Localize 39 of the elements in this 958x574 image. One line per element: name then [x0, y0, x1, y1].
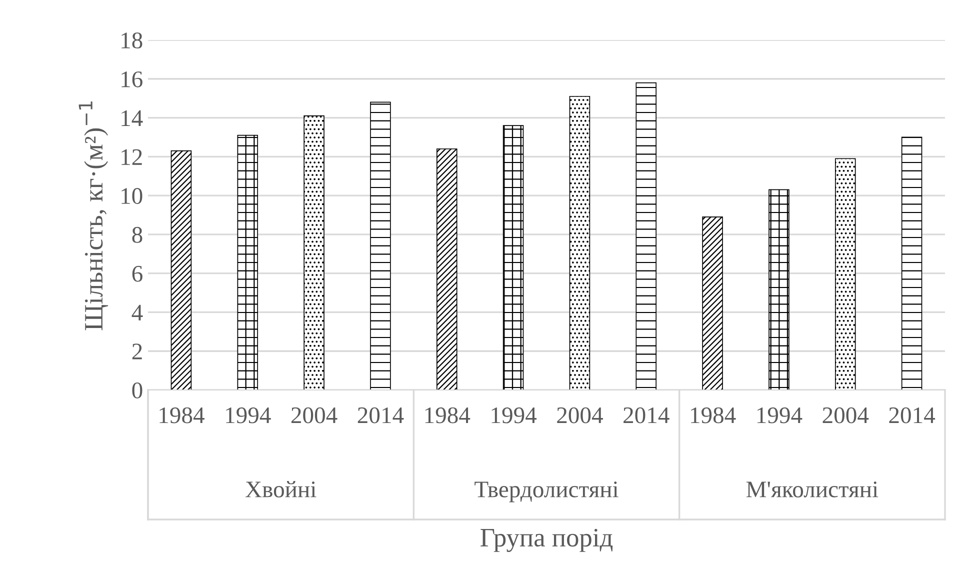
y-tick-label: 8 [132, 226, 142, 243]
y-tick-label: 2 [132, 344, 142, 360]
y-tick-label: 12 [122, 149, 142, 165]
x-tick-label: 1994 [226, 407, 271, 424]
text: М'яколистяні [746, 482, 878, 498]
bar [636, 82, 657, 390]
y-tick-label: 14 [122, 110, 143, 126]
x-tick-label: 2014 [358, 407, 404, 424]
y-axis-title: Щільність, кг·(м²)$^{−1}$ [78, 102, 108, 330]
bar [170, 150, 192, 390]
x-tick-label: 1994 [757, 407, 802, 424]
y-tick-label: 4 [132, 304, 143, 320]
x-tick-label: 1984 [160, 407, 204, 424]
bar [834, 158, 856, 390]
x-tick-label: 1984 [425, 407, 470, 424]
y-tick-label: 16 [122, 71, 142, 88]
x-tick-label: 2014 [624, 407, 670, 424]
bar [237, 134, 258, 390]
y-tick-label: 18 [122, 32, 142, 48]
bar [702, 216, 723, 390]
y-tick-label: 0 [132, 382, 142, 398]
y-tick-label: 6 [132, 266, 142, 282]
x-tick-label: 2004 [822, 407, 869, 424]
x-tick-label: 2004 [291, 407, 338, 424]
text: Твердолистяні [474, 482, 618, 502]
bar [901, 136, 922, 390]
bar [569, 96, 590, 390]
y-tick-label: 10 [122, 188, 142, 204]
bar [502, 125, 524, 390]
bar [370, 102, 391, 390]
x-tick-label: 1994 [492, 407, 537, 424]
x-tick-label: 2004 [557, 407, 603, 424]
x-tick-label: 1984 [691, 407, 736, 424]
text: Хвойні [246, 481, 316, 498]
bar [768, 189, 790, 390]
x-tick-label: 2014 [889, 407, 936, 424]
x-axis-title: Група порід [480, 528, 613, 552]
bar [436, 148, 458, 390]
bar [304, 115, 324, 390]
